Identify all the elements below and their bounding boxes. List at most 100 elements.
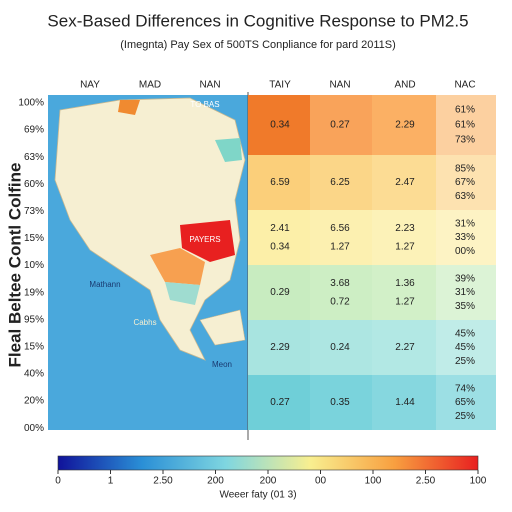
cell-text: 2.27 bbox=[395, 342, 415, 353]
cell-text: 6.56 bbox=[330, 223, 350, 234]
heatmap-cell bbox=[436, 375, 496, 430]
heatmap-cell bbox=[436, 95, 496, 155]
heatmap-cell bbox=[372, 375, 436, 430]
row-label: 100% bbox=[18, 98, 44, 109]
map-label: TO BAS bbox=[190, 100, 219, 109]
colorbar-tick-label: 200 bbox=[207, 476, 224, 487]
cell-text: 2.29 bbox=[395, 120, 415, 131]
cell-text: 0.29 bbox=[270, 287, 290, 298]
cell-text: 2.23 bbox=[395, 223, 415, 234]
cell-text: 1.27 bbox=[395, 241, 415, 252]
heatmap-cell bbox=[310, 95, 372, 155]
heatmap-cell bbox=[372, 155, 436, 210]
subtitle: (Imegnta) Pay Sex of 500TS Conpliance fo… bbox=[120, 39, 396, 51]
heatmap-cell bbox=[248, 375, 310, 430]
heatmap-cell bbox=[310, 320, 372, 375]
row-label: 10% bbox=[24, 260, 44, 271]
cell-text: 0.34 bbox=[270, 120, 290, 131]
cell-text: 1.44 bbox=[395, 397, 415, 408]
row-label: 73% bbox=[24, 206, 44, 217]
cell-text: 25% bbox=[455, 356, 475, 367]
heatmap-cell bbox=[436, 155, 496, 210]
heatmap-cell bbox=[310, 265, 372, 320]
heatmap-cell bbox=[436, 320, 496, 375]
heatmap-cell bbox=[310, 155, 372, 210]
cell-text: 2.29 bbox=[270, 342, 290, 353]
colorbar-tick-label: 1 bbox=[108, 476, 114, 487]
map bbox=[48, 95, 248, 430]
cell-text: 0.34 bbox=[270, 241, 290, 252]
column-header: NAY bbox=[80, 80, 100, 91]
colorbar-tick-label: 00 bbox=[315, 476, 327, 487]
heatmap-cell bbox=[248, 95, 310, 155]
map-label: Meon bbox=[212, 360, 232, 369]
cell-text: 61% bbox=[455, 105, 475, 116]
row-label: 15% bbox=[24, 342, 44, 353]
heatmap-cell bbox=[248, 265, 310, 320]
row-label: 00% bbox=[24, 423, 44, 434]
cell-text: 0.27 bbox=[270, 397, 290, 408]
heatmap-cell bbox=[372, 95, 436, 155]
cell-text: 63% bbox=[455, 191, 475, 202]
row-label: 63% bbox=[24, 152, 44, 163]
cell-text: 65% bbox=[455, 397, 475, 408]
column-header: MAD bbox=[139, 80, 161, 91]
cell-text: 45% bbox=[455, 342, 475, 353]
row-label: 40% bbox=[24, 369, 44, 380]
title: Sex-Based Differences in Cognitive Respo… bbox=[47, 11, 468, 30]
colorbar-tick-label: 200 bbox=[260, 476, 277, 487]
column-header: AND bbox=[394, 80, 415, 91]
cell-text: 31% bbox=[455, 218, 475, 229]
cell-text: 45% bbox=[455, 328, 475, 339]
heatmap-cell bbox=[248, 320, 310, 375]
heatmap-cell bbox=[372, 265, 436, 320]
row-label: 15% bbox=[24, 233, 44, 244]
colorbar-tick-label: 0 bbox=[55, 476, 61, 487]
heatmap-cell bbox=[436, 265, 496, 320]
cell-text: 3.68 bbox=[330, 278, 350, 289]
cell-text: 0.72 bbox=[330, 296, 350, 307]
cell-text: 0.24 bbox=[330, 342, 350, 353]
column-header: NAN bbox=[199, 80, 220, 91]
colorbar-tick-label: 100 bbox=[365, 476, 382, 487]
cell-text: 2.47 bbox=[395, 177, 415, 188]
heatmap-cell bbox=[372, 320, 436, 375]
cell-text: 0.35 bbox=[330, 397, 350, 408]
cell-text: 33% bbox=[455, 232, 475, 243]
heatmap-cell bbox=[436, 210, 496, 265]
cell-text: 25% bbox=[455, 411, 475, 422]
cell-text: 85% bbox=[455, 163, 475, 174]
row-label: 95% bbox=[24, 314, 44, 325]
colorbar bbox=[57, 455, 479, 471]
cell-text: 0.27 bbox=[330, 120, 350, 131]
cell-text: 31% bbox=[455, 287, 475, 298]
heatmap-cell bbox=[248, 210, 310, 265]
heatmap-cell bbox=[372, 210, 436, 265]
heatmap-cell bbox=[310, 375, 372, 430]
heatmap-cell bbox=[248, 155, 310, 210]
cell-text: 74% bbox=[455, 383, 475, 394]
map-label: PAYERS bbox=[189, 235, 220, 244]
row-label: 20% bbox=[24, 396, 44, 407]
cell-text: 1.36 bbox=[395, 278, 415, 289]
column-header: NAC bbox=[454, 80, 475, 91]
cell-text: 1.27 bbox=[330, 241, 350, 252]
y-axis-title: Fleal Beltee Contl Colfine bbox=[5, 163, 24, 368]
colorbar-tick-label: 2.50 bbox=[153, 476, 173, 487]
map-label: Mathann bbox=[89, 280, 120, 289]
cell-text: 00% bbox=[455, 246, 475, 257]
cell-text: 6.25 bbox=[330, 177, 350, 188]
column-header: TAIY bbox=[269, 80, 291, 91]
row-label: 60% bbox=[24, 179, 44, 190]
cell-text: 73% bbox=[455, 135, 475, 146]
map-label: Cabhs bbox=[133, 318, 156, 327]
colorbar-tick-label: 100 bbox=[470, 476, 487, 487]
cell-text: 2.41 bbox=[270, 223, 290, 234]
heatmap-cell bbox=[310, 210, 372, 265]
column-header: NAN bbox=[329, 80, 350, 91]
colorbar-label: Weeer faty (01 3) bbox=[219, 490, 296, 501]
row-label: 69% bbox=[24, 125, 44, 136]
cell-text: 6.59 bbox=[270, 177, 290, 188]
cell-text: 67% bbox=[455, 177, 475, 188]
